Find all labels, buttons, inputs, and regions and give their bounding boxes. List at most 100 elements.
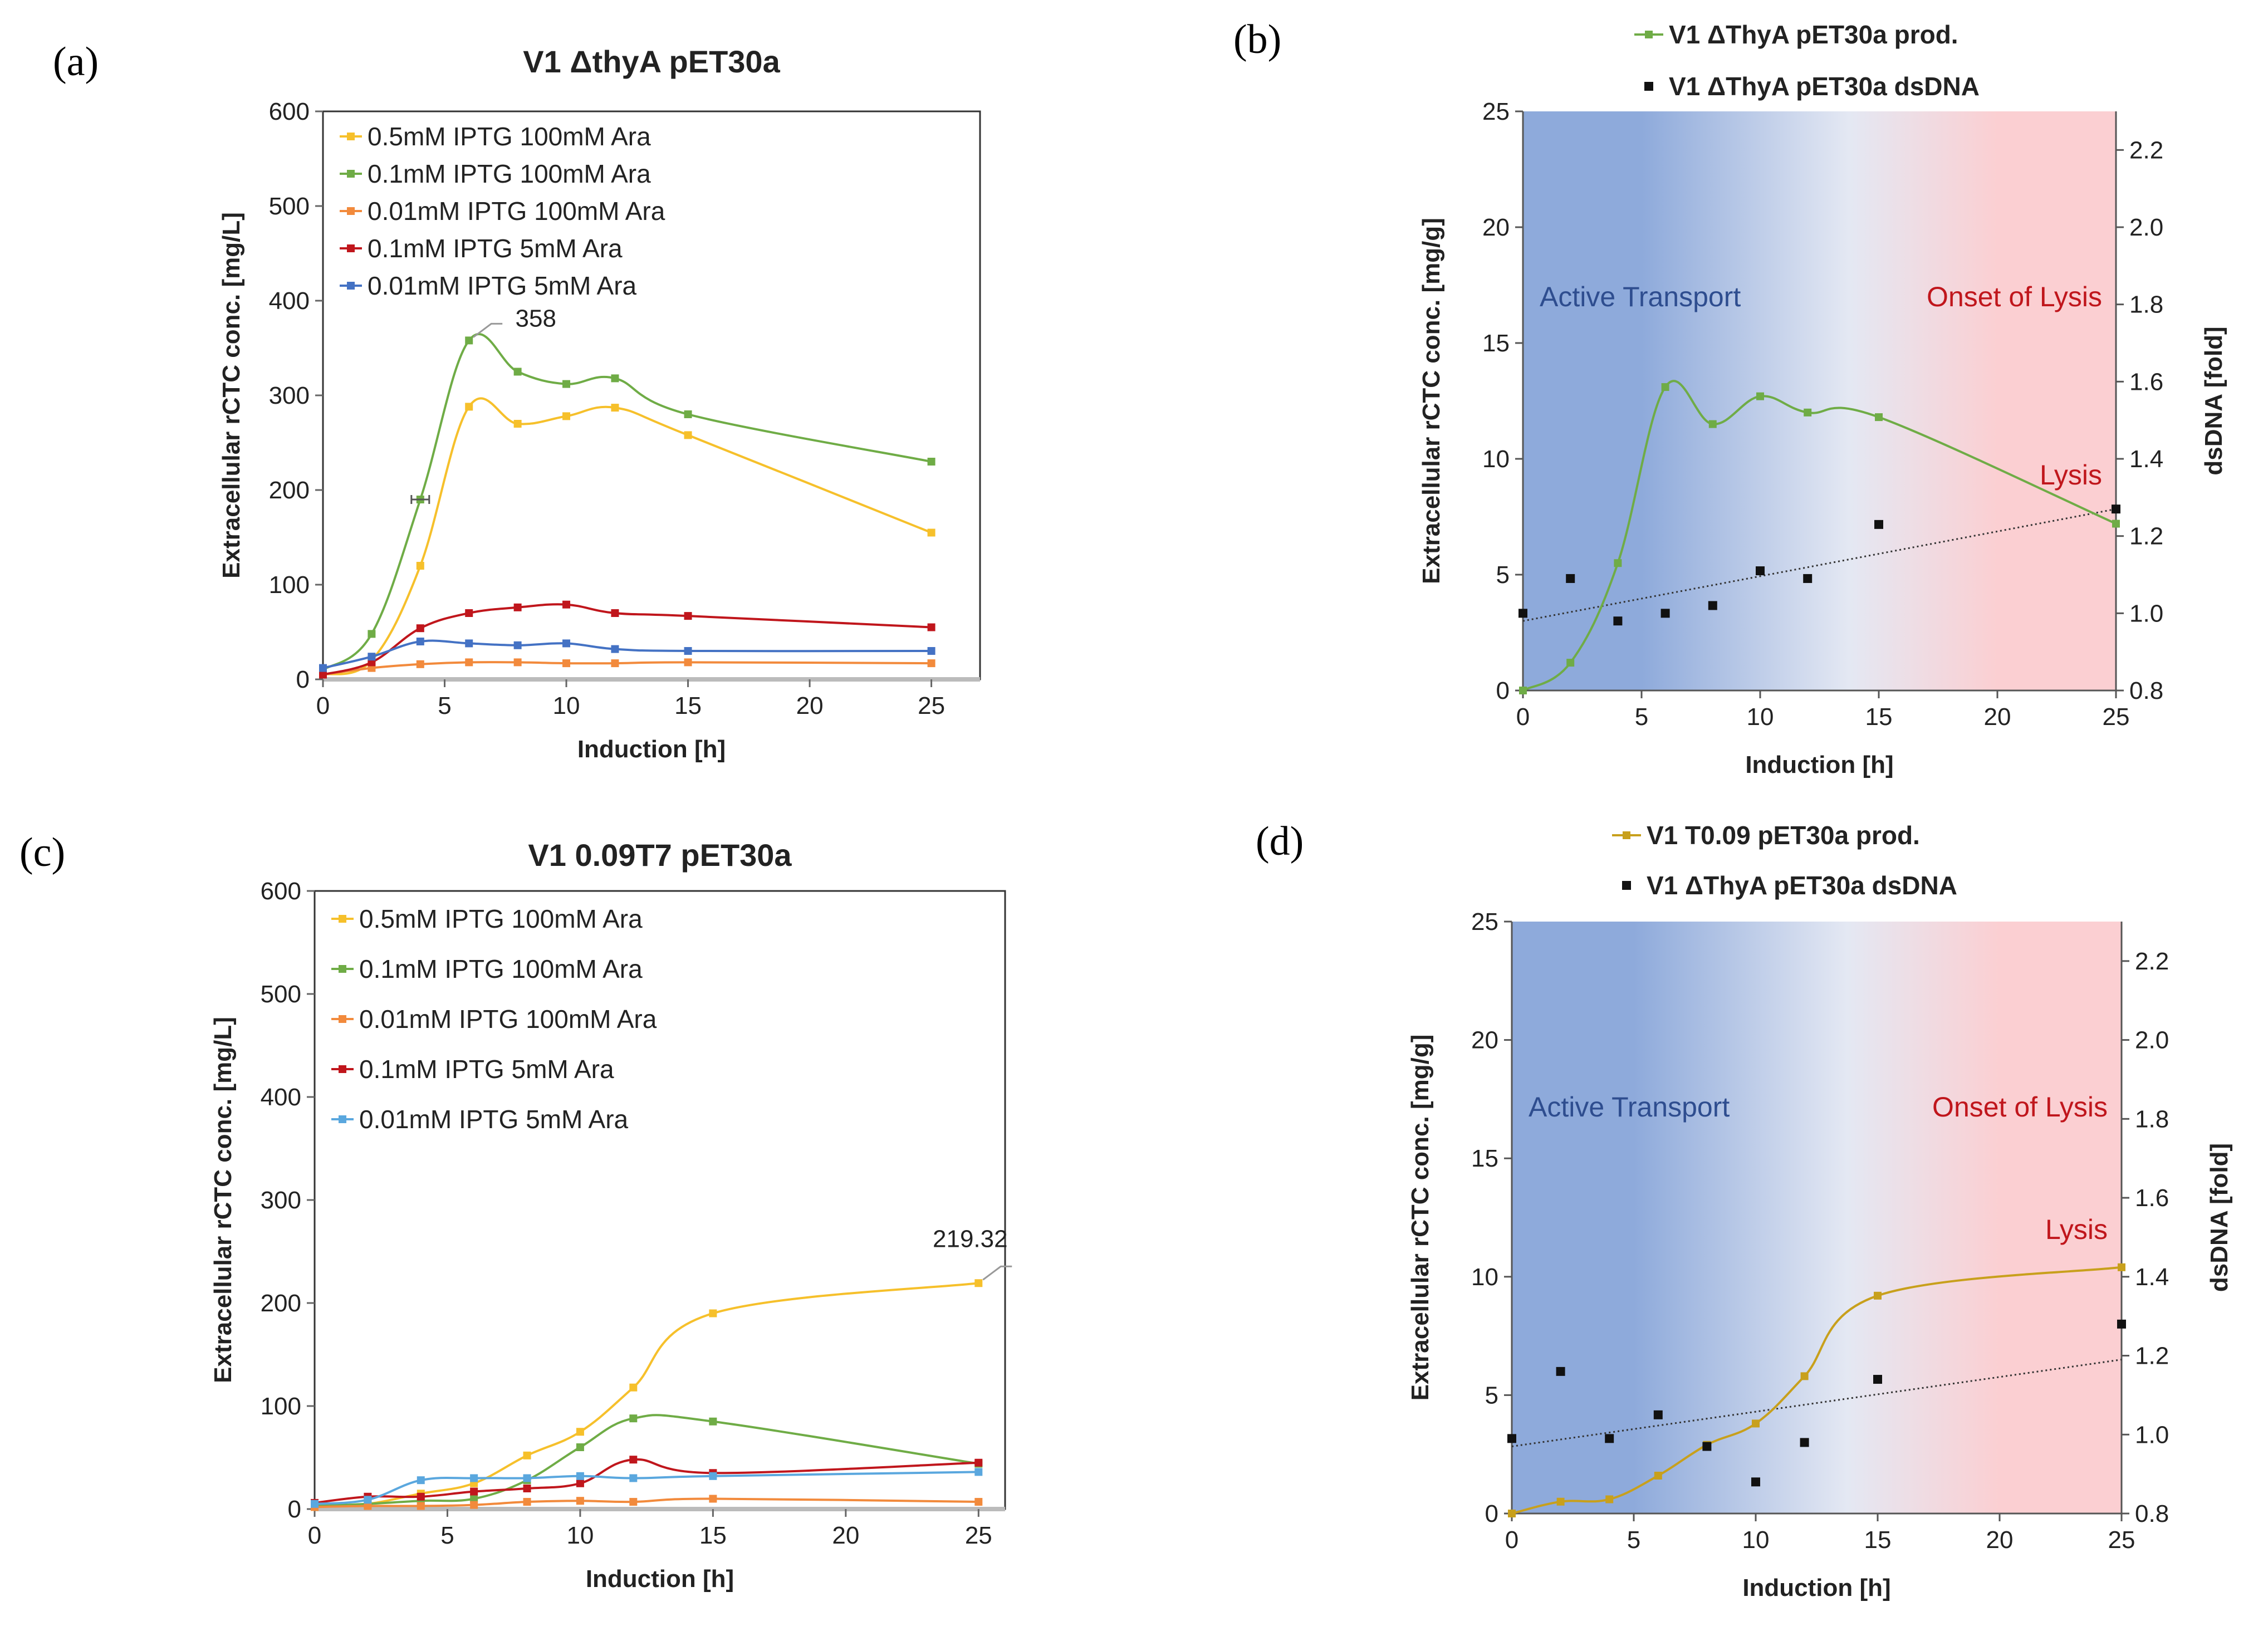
production-point bbox=[1556, 1497, 1565, 1506]
production-point bbox=[1875, 413, 1883, 422]
y-tick-label: 25 bbox=[1471, 908, 1498, 936]
data-point bbox=[629, 1414, 638, 1423]
x-tick-label: 25 bbox=[918, 692, 945, 719]
panel-label: (c) bbox=[19, 830, 65, 875]
data-point bbox=[684, 410, 692, 418]
production-point bbox=[1874, 1291, 1882, 1300]
data-point bbox=[684, 658, 692, 667]
dsdna-point bbox=[1873, 1375, 1882, 1384]
legend-marker bbox=[1644, 82, 1653, 91]
x-tick-label: 25 bbox=[2108, 1526, 2135, 1554]
y2-tick-label: 2.2 bbox=[2129, 136, 2163, 164]
series-line bbox=[314, 1497, 979, 1508]
y2-tick-label: 1.8 bbox=[2135, 1105, 2169, 1133]
data-point bbox=[629, 1383, 638, 1392]
series-line bbox=[314, 1471, 979, 1505]
x-tick-label: 20 bbox=[832, 1522, 859, 1549]
y-tick-label: 200 bbox=[261, 1290, 301, 1317]
data-point bbox=[611, 374, 619, 383]
data-point bbox=[611, 659, 619, 668]
x-tick-label: 5 bbox=[440, 1522, 454, 1549]
data-point bbox=[311, 1500, 319, 1508]
data-point bbox=[709, 1417, 717, 1426]
data-point bbox=[319, 664, 327, 672]
data-point bbox=[416, 660, 424, 668]
region-label-onset: Onset of Lysis bbox=[1927, 281, 2102, 312]
panel-c: (c) V1 0.09T7 pET30a 0 100 200 300 400 500 600 0 5… bbox=[19, 830, 1012, 1593]
dsdna-point bbox=[1566, 574, 1575, 583]
y-tick-label: 500 bbox=[269, 193, 310, 220]
data-point bbox=[611, 404, 619, 412]
x-tick-label: 10 bbox=[566, 1522, 594, 1549]
legend-marker bbox=[347, 133, 355, 140]
y-tick-label: 500 bbox=[261, 981, 301, 1008]
data-point bbox=[417, 1502, 425, 1510]
data-point bbox=[465, 609, 473, 617]
y-tick-label: 5 bbox=[1485, 1382, 1498, 1409]
region-label-onset: Onset of Lysis bbox=[1932, 1091, 2108, 1123]
data-point bbox=[974, 1279, 983, 1287]
y2-tick-label: 0.8 bbox=[2129, 677, 2163, 704]
data-point bbox=[319, 670, 327, 679]
x-tick-label: 10 bbox=[1742, 1526, 1770, 1554]
legend-entry: 0.5mM IPTG 100mM Ara bbox=[368, 122, 651, 151]
data-point bbox=[416, 638, 424, 645]
y-tick-label: 100 bbox=[261, 1393, 301, 1420]
data-point bbox=[470, 1501, 478, 1509]
y2-tick-label: 0.8 bbox=[2135, 1500, 2169, 1527]
data-point bbox=[417, 1476, 425, 1485]
panel-label: (a) bbox=[53, 39, 99, 85]
x-tick-label: 5 bbox=[1635, 703, 1648, 731]
production-point bbox=[1804, 408, 1812, 417]
y-tick-label: 20 bbox=[1482, 214, 1510, 241]
y-tick-label: 100 bbox=[269, 571, 310, 599]
y2-tick-label: 2.0 bbox=[2129, 214, 2163, 241]
data-point bbox=[576, 1443, 584, 1451]
dsdna-point bbox=[1803, 574, 1813, 583]
legend-entry: 0.01mM IPTG 100mM Ara bbox=[368, 197, 665, 226]
data-point bbox=[611, 645, 619, 653]
legend-marker bbox=[339, 965, 346, 973]
chart-title: V1 0.09T7 pET30a bbox=[528, 837, 792, 873]
plot-frame bbox=[313, 890, 1006, 1510]
y-tick-label: 5 bbox=[1496, 561, 1510, 589]
legend-marker bbox=[1623, 831, 1630, 839]
data-point bbox=[523, 1498, 531, 1506]
legend-entry: 0.01mM IPTG 100mM Ara bbox=[359, 1005, 657, 1034]
y2-tick-label: 1.0 bbox=[2129, 600, 2163, 627]
data-point bbox=[513, 368, 522, 376]
data-point bbox=[927, 623, 935, 631]
series-line bbox=[314, 1458, 979, 1504]
production-point bbox=[1756, 392, 1764, 400]
series-line bbox=[322, 397, 932, 676]
data-point bbox=[927, 659, 935, 668]
series-line bbox=[314, 1414, 979, 1507]
data-point bbox=[417, 1492, 425, 1501]
production-point bbox=[2118, 1263, 2125, 1271]
y-tick-label: 10 bbox=[1471, 1263, 1498, 1291]
data-point bbox=[364, 1502, 372, 1510]
y2-tick-label: 1.0 bbox=[2135, 1421, 2169, 1448]
legend-marker bbox=[1622, 881, 1631, 890]
legend-marker bbox=[347, 170, 355, 178]
data-point bbox=[465, 403, 473, 411]
data-point bbox=[629, 1456, 638, 1464]
x-axis-label: Induction [h] bbox=[1745, 751, 1893, 778]
dsdna-point bbox=[1751, 1477, 1760, 1487]
y2-tick-label: 1.2 bbox=[2135, 1343, 2169, 1370]
legend-marker bbox=[339, 1115, 346, 1123]
x-tick-label: 5 bbox=[1627, 1526, 1640, 1554]
annotation-label: 219.32 bbox=[933, 1225, 1008, 1252]
data-point bbox=[927, 647, 935, 655]
panel-label: (d) bbox=[1256, 819, 1304, 864]
x-tick-label: 10 bbox=[553, 692, 580, 719]
y-tick-label: 0 bbox=[296, 666, 310, 693]
dsdna-point bbox=[1708, 601, 1717, 610]
legend-entry: V1 T0.09 pET30a prod. bbox=[1647, 821, 1920, 850]
production-point bbox=[1614, 559, 1622, 567]
production-line bbox=[1511, 1266, 2122, 1515]
data-point bbox=[611, 609, 619, 617]
y-tick-label: 25 bbox=[1482, 98, 1510, 125]
